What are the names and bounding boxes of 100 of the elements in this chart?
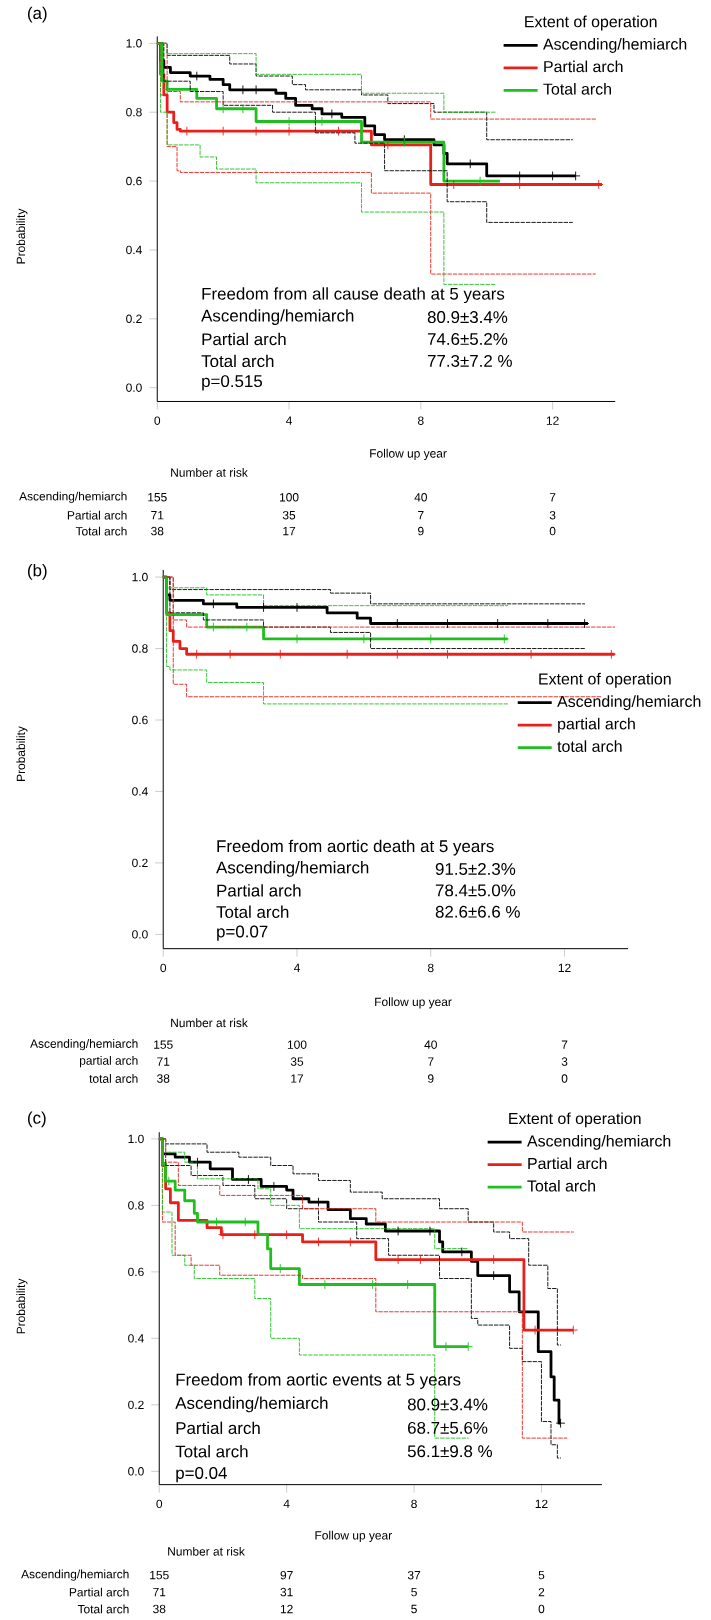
text: 7 xyxy=(427,1057,434,1066)
y-tick-label: 0.4 xyxy=(125,245,142,255)
annotation: p=0.04 xyxy=(176,1466,227,1483)
text: Number at risk xyxy=(168,1546,245,1556)
annotation: Freedom from aortic events at 5 years xyxy=(176,1373,461,1389)
text: 31 xyxy=(280,1587,293,1597)
annotation: Partial arch xyxy=(202,332,286,346)
text: 100 xyxy=(279,493,299,502)
legend-title: Extent of operation xyxy=(525,15,657,31)
text: 40 xyxy=(414,493,427,502)
annotation: 77.3±7.2 % xyxy=(427,354,512,367)
legend-label: Total arch xyxy=(543,83,611,95)
text: 7 xyxy=(417,511,424,520)
text: 37 xyxy=(407,1570,420,1580)
text: Number at risk xyxy=(170,467,248,477)
y-axis-title: Probability xyxy=(16,1278,28,1334)
legend-label: Total arch xyxy=(527,1179,595,1192)
text: Ascending/hemiarch xyxy=(18,491,127,503)
y-tick-label: 0.8 xyxy=(125,107,142,117)
text: 3 xyxy=(549,510,556,520)
annotation: 82.6±6.6 % xyxy=(435,905,520,918)
text: Ascending/hemiarch xyxy=(20,1569,129,1581)
x-axis-title: Follow up year xyxy=(370,448,447,461)
text: 5 xyxy=(538,1571,545,1580)
text: 0 xyxy=(538,1604,545,1614)
annotation: Total arch xyxy=(175,1445,248,1458)
text: 97 xyxy=(280,1570,293,1580)
legend-label: Ascending/hemiarch xyxy=(542,38,687,53)
text: 17 xyxy=(291,1074,303,1083)
legend-label: Ascending/hemiarch xyxy=(526,1134,671,1150)
text: 155 xyxy=(154,1040,173,1049)
x-tick-label: 0 xyxy=(160,963,166,973)
legend-label: total arch xyxy=(557,740,622,752)
text: 17 xyxy=(283,526,295,536)
text: 9 xyxy=(417,526,424,536)
text: 71 xyxy=(153,1587,166,1597)
annotation: Ascending/hemiarch xyxy=(215,861,369,877)
text: 155 xyxy=(148,493,167,502)
annotation: Freedom from all cause death at 5 years xyxy=(202,287,505,304)
legend-label: Partial arch xyxy=(528,1157,607,1170)
text: 38 xyxy=(150,526,164,536)
annotation: 68.7±5.6% xyxy=(407,1421,488,1434)
text: partial arch xyxy=(79,1055,138,1068)
text: 7 xyxy=(561,1040,568,1049)
annotation: 56.1±9.8 % xyxy=(407,1445,492,1458)
x-tick-label: 0 xyxy=(156,1499,162,1509)
chart-title: (c) xyxy=(27,1111,46,1128)
text: 35 xyxy=(282,510,296,520)
annotation: Ascending/hemiarch xyxy=(200,309,354,325)
text: Ascending/hemiarch xyxy=(29,1039,138,1051)
x-axis-title: Follow up year xyxy=(315,1530,392,1542)
y-tick-label: 0.0 xyxy=(125,383,142,392)
legend-label: Partial arch xyxy=(544,60,623,73)
y-tick-label: 1.0 xyxy=(128,1134,144,1144)
annotation: Freedom from aortic death at 5 years xyxy=(217,839,494,856)
text: 71 xyxy=(157,1057,170,1066)
y-tick-label: 0.8 xyxy=(131,644,148,653)
x-tick-label: 12 xyxy=(546,416,559,425)
text: Total arch xyxy=(75,526,127,536)
text: 0 xyxy=(561,1074,568,1083)
text: 38 xyxy=(152,1604,166,1614)
x-axis-title: Follow up year xyxy=(375,997,452,1009)
y-tick-label: 0.6 xyxy=(125,176,142,186)
y-tick-label: 0.2 xyxy=(127,1400,144,1410)
text: 100 xyxy=(287,1040,307,1049)
text: 155 xyxy=(150,1571,169,1580)
y-tick-label: 0.4 xyxy=(131,787,148,796)
x-tick-label: 4 xyxy=(285,416,292,425)
annotation: 80.9±3.4% xyxy=(427,311,508,324)
x-tick-label: 8 xyxy=(427,963,434,973)
text: 2 xyxy=(538,1587,545,1597)
text: 71 xyxy=(151,511,164,520)
text: Partial arch xyxy=(69,1587,129,1597)
chart-title: (b) xyxy=(27,564,47,580)
annotation: Total arch xyxy=(216,905,289,918)
chart-title: (a) xyxy=(27,6,47,23)
legend-label: Ascending/hemiarch xyxy=(556,695,701,711)
y-axis-title: Probability xyxy=(16,208,28,264)
text: 12 xyxy=(280,1604,293,1614)
annotation: 74.6±5.2% xyxy=(427,333,508,345)
annotation: Partial arch xyxy=(217,884,301,897)
text: total arch xyxy=(89,1074,138,1083)
annotation: Partial arch xyxy=(176,1421,260,1435)
text: 3 xyxy=(561,1057,568,1066)
y-tick-label: 0.6 xyxy=(127,1267,144,1277)
text: Total arch xyxy=(77,1604,129,1614)
y-tick-label: 0.6 xyxy=(131,715,148,725)
y-tick-label: 1.0 xyxy=(126,39,142,48)
x-tick-label: 12 xyxy=(535,1499,548,1508)
y-tick-label: 0.8 xyxy=(127,1201,144,1210)
legend-title: Extent of operation xyxy=(539,672,671,688)
text: 5 xyxy=(411,1587,417,1597)
text: 35 xyxy=(290,1057,303,1066)
text: 38 xyxy=(156,1074,170,1083)
text: 5 xyxy=(411,1604,417,1614)
y-tick-label: 0.2 xyxy=(131,858,148,868)
x-tick-label: 8 xyxy=(411,1499,417,1509)
y-tick-label: 1.0 xyxy=(132,572,148,582)
x-tick-label: 0 xyxy=(154,416,160,425)
annotation: 91.5±2.3% xyxy=(435,863,516,875)
